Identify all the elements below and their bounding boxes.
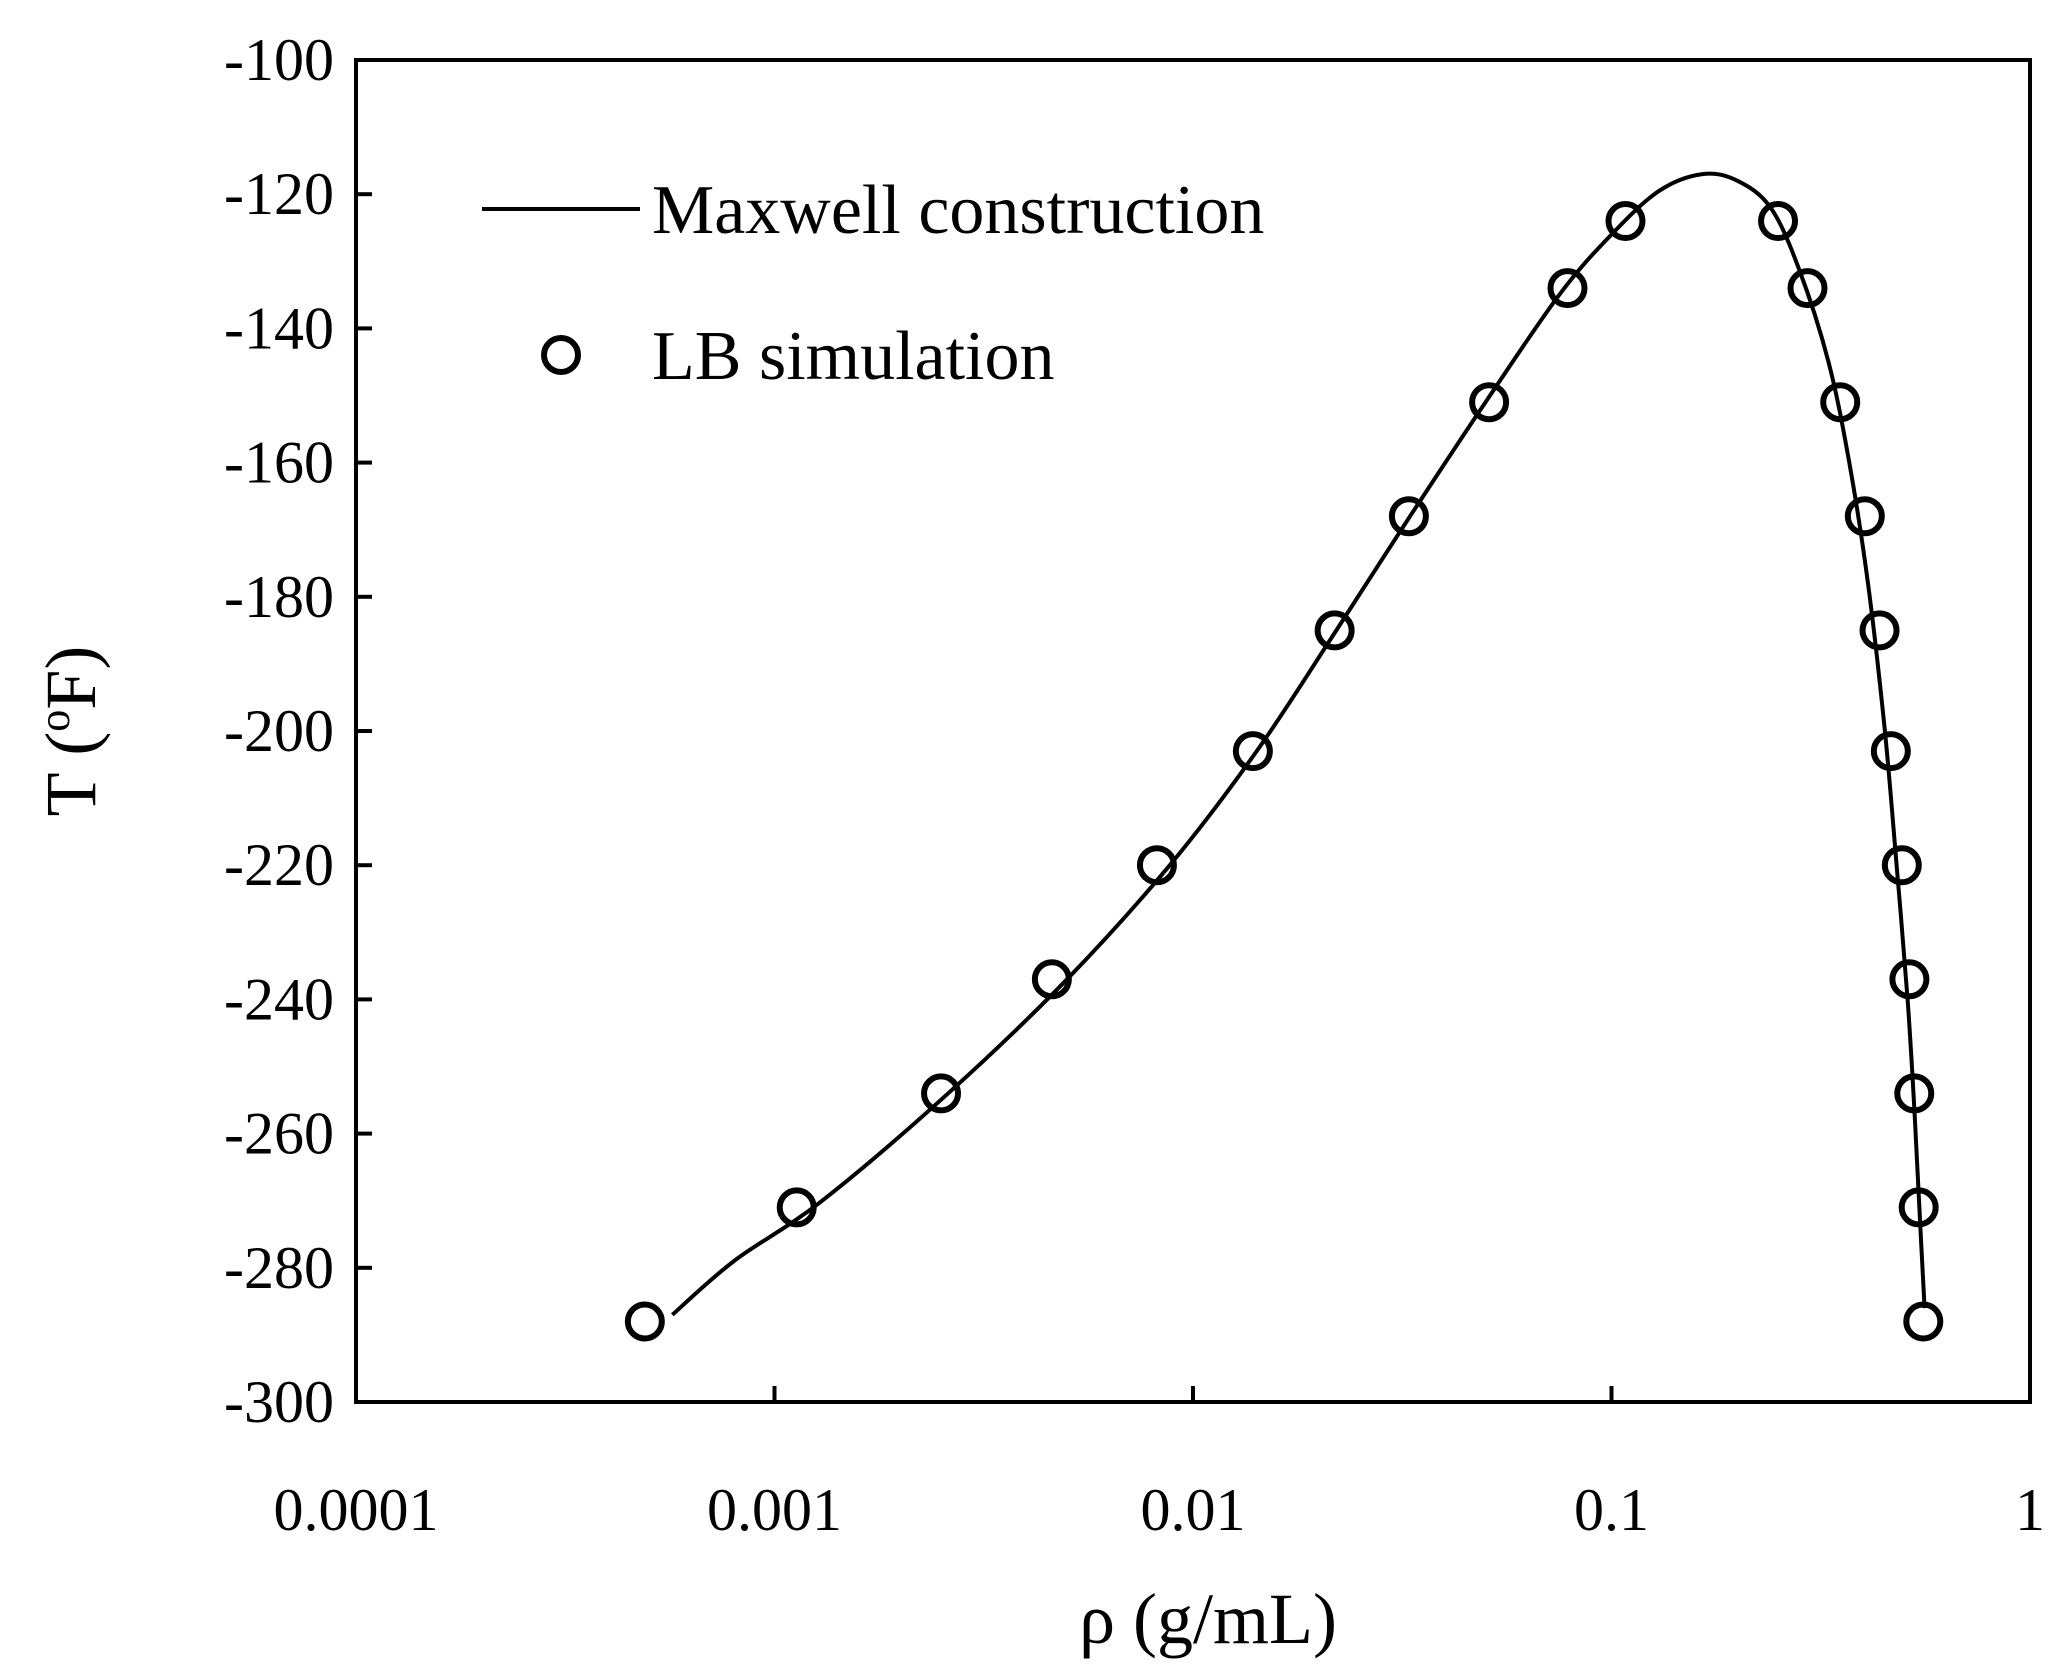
series-markers-lb-simulation <box>624 201 1944 1342</box>
data-point <box>1898 1187 1939 1228</box>
data-point <box>1314 610 1355 651</box>
data-point <box>1820 382 1861 423</box>
y-tick-label: -180 <box>224 564 334 630</box>
data-point <box>1870 731 1911 772</box>
y-tick-label: -300 <box>224 1369 334 1435</box>
plot-area <box>354 58 2032 1404</box>
y-axis-title: T (oF) <box>30 646 111 817</box>
data-point <box>624 1301 665 1342</box>
data-point <box>1547 268 1588 309</box>
data-point <box>1388 496 1429 537</box>
data-point <box>1136 845 1177 886</box>
x-tick-label: 0.001 <box>707 1477 842 1543</box>
data-point <box>1787 268 1828 309</box>
data-point <box>1031 959 1072 1000</box>
data-point <box>1758 201 1799 242</box>
y-axis: -100 -120 -140 -160 -180 -200 -220 -240 -260 -280… <box>224 27 372 1435</box>
data-point <box>1881 845 1922 886</box>
data-point <box>1889 959 1930 1000</box>
data-point <box>1469 382 1510 423</box>
x-axis: 0.0001 0.001 0.01 0.1 1 <box>274 1386 2045 1543</box>
x-tick-label: 0.0001 <box>274 1477 439 1543</box>
data-point <box>1894 1073 1935 1114</box>
y-tick-label: -140 <box>224 295 334 361</box>
data-point <box>1232 731 1273 772</box>
data-point <box>1605 201 1646 242</box>
legend-label-lb-simulation: LB simulation <box>652 318 1055 395</box>
legend-label-maxwell-construction: Maxwell construction <box>652 172 1264 249</box>
y-tick-label: -200 <box>224 698 334 764</box>
y-tick-label: -160 <box>224 430 334 496</box>
y-tick-label: -280 <box>224 1235 334 1301</box>
legend-marker-swatch <box>541 335 581 375</box>
data-point <box>921 1073 962 1114</box>
x-tick-label: 0.1 <box>1574 1477 1649 1543</box>
y-tick-label: -100 <box>224 27 334 93</box>
y-tick-label: -220 <box>224 832 334 898</box>
y-tick-label: -240 <box>224 966 334 1032</box>
data-point <box>1859 610 1900 651</box>
x-tick-label: 0.01 <box>1141 1477 1246 1543</box>
data-point <box>1844 496 1885 537</box>
x-tick-label: 1 <box>2015 1477 2045 1543</box>
y-tick-label: -120 <box>224 161 334 227</box>
x-axis-title: ρ (g/mL) <box>1079 1579 1337 1659</box>
data-point <box>1903 1301 1944 1342</box>
y-tick-label: -260 <box>224 1101 334 1167</box>
legend: Maxwell construction LB simulation <box>482 172 1264 395</box>
data-point <box>776 1187 817 1228</box>
